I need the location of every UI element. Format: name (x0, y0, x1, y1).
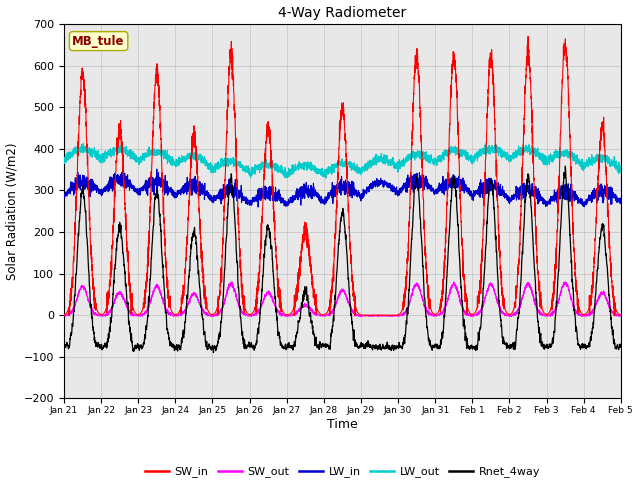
Legend: SW_in, SW_out, LW_in, LW_out, Rnet_4way: SW_in, SW_out, LW_in, LW_out, Rnet_4way (140, 462, 545, 480)
Y-axis label: Solar Radiation (W/m2): Solar Radiation (W/m2) (5, 143, 18, 280)
X-axis label: Time: Time (327, 418, 358, 431)
Text: MB_tule: MB_tule (72, 35, 125, 48)
Title: 4-Way Radiometer: 4-Way Radiometer (278, 6, 406, 20)
